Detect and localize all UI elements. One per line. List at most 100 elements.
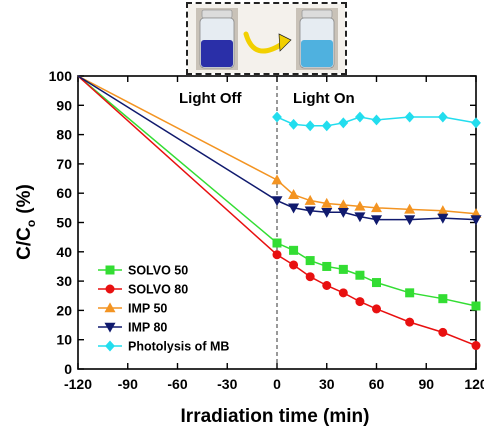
legend-item: SOLVO 50 <box>98 264 188 278</box>
legend-item: Photolysis of MB <box>98 340 229 354</box>
x-tick-label: -30 <box>217 376 237 392</box>
data-point <box>471 117 481 129</box>
series-line <box>276 116 477 127</box>
data-point <box>471 301 481 311</box>
data-point <box>288 203 300 214</box>
data-point <box>322 261 332 271</box>
data-point <box>321 197 333 208</box>
y-axis-title: C/Co (%) <box>14 184 38 260</box>
legend-label: SOLVO 80 <box>128 283 188 297</box>
data-point <box>404 215 416 226</box>
data-point <box>272 250 282 260</box>
legend-item: IMP 50 <box>98 302 167 316</box>
data-point <box>354 200 366 211</box>
series-0 <box>77 75 481 311</box>
x-tick-label: 0 <box>273 376 281 392</box>
data-point <box>370 215 383 226</box>
x-tick-label: 120 <box>464 376 484 392</box>
y-axis-title-unit: (%) <box>14 184 35 214</box>
legend-label: SOLVO 50 <box>128 264 188 278</box>
y-tick-label: 50 <box>56 215 72 231</box>
y-tick-label: 90 <box>56 97 72 113</box>
legend-item: SOLVO 80 <box>98 283 188 297</box>
data-point <box>355 297 365 307</box>
legend-marker <box>105 284 115 294</box>
data-point <box>305 272 315 282</box>
data-point <box>354 212 366 223</box>
data-point <box>371 114 382 126</box>
vial-after-image <box>296 8 338 70</box>
axes: -120 -90 -60 -30 0 30 60 90 120 0 10 20 30 40 50 60 70 80… <box>49 68 484 392</box>
svg-text:C/Co(%): C/Co (%) <box>14 184 38 260</box>
inset-photo <box>186 2 347 75</box>
legend: SOLVO 50 SOLVO 80 IMP 50 IMP 80 Photolysis o… <box>98 264 229 354</box>
y-tick-label: 10 <box>56 332 72 348</box>
series-4 <box>272 111 481 132</box>
data-point <box>437 213 449 224</box>
legend-label: IMP 50 <box>128 302 167 316</box>
data-point <box>288 118 299 130</box>
data-point <box>405 317 415 327</box>
x-tick-label: 60 <box>369 376 385 392</box>
y-tick-label: 80 <box>56 127 72 143</box>
data-point <box>304 194 316 205</box>
data-point <box>370 202 383 213</box>
data-point <box>337 207 349 218</box>
y-tick-label: 30 <box>56 273 72 289</box>
legend-label: Photolysis of MB <box>128 340 229 354</box>
data-point <box>404 111 415 123</box>
legend-marker <box>104 322 116 333</box>
light-off-label: Light Off <box>179 90 242 107</box>
series-3 <box>77 75 482 226</box>
legend-item: IMP 80 <box>98 321 167 335</box>
data-point <box>338 117 349 129</box>
y-tick-label: 60 <box>56 185 72 201</box>
data-point <box>404 203 416 214</box>
data-point <box>437 111 448 123</box>
legend-label: IMP 80 <box>128 321 167 335</box>
series-1 <box>77 75 481 351</box>
legend-marker <box>105 265 115 275</box>
data-point <box>305 120 316 132</box>
data-point <box>438 327 448 337</box>
data-point <box>405 288 415 298</box>
data-point <box>272 111 282 123</box>
x-tick-label: -60 <box>167 376 187 392</box>
series-layer <box>77 75 482 351</box>
y-tick-label: 40 <box>56 244 72 260</box>
y-tick-label: 20 <box>56 302 72 318</box>
y-axis-title-sub: o <box>24 220 38 227</box>
data-point <box>289 260 299 270</box>
data-point <box>321 207 333 218</box>
data-point <box>371 278 381 288</box>
data-point <box>470 215 482 226</box>
y-tick-label: 70 <box>56 156 72 172</box>
data-point <box>321 120 332 132</box>
legend-marker <box>104 302 116 313</box>
data-point <box>289 245 299 255</box>
x-tick-label: 90 <box>418 376 434 392</box>
vial-before-image <box>196 8 238 70</box>
data-point <box>338 264 348 274</box>
y-axis-title-main: C/C <box>14 227 35 260</box>
data-point <box>271 174 283 185</box>
data-point <box>271 196 283 207</box>
y-tick-label: 0 <box>64 361 72 377</box>
y-tick-label: 100 <box>49 68 73 84</box>
data-point <box>355 111 365 123</box>
data-point <box>305 256 315 266</box>
data-point <box>371 304 381 314</box>
data-point <box>338 288 348 298</box>
legend-marker <box>105 340 115 352</box>
data-point <box>288 189 300 199</box>
data-point <box>355 270 365 280</box>
data-point <box>304 206 316 217</box>
data-point <box>322 280 332 290</box>
light-on-label: Light On <box>293 90 355 107</box>
x-tick-label: 30 <box>319 376 335 392</box>
data-point <box>272 238 282 248</box>
x-tick-label: -90 <box>118 376 138 392</box>
x-axis-title: Irradiation time (min) <box>181 406 370 427</box>
curved-arrow-icon <box>243 31 292 54</box>
